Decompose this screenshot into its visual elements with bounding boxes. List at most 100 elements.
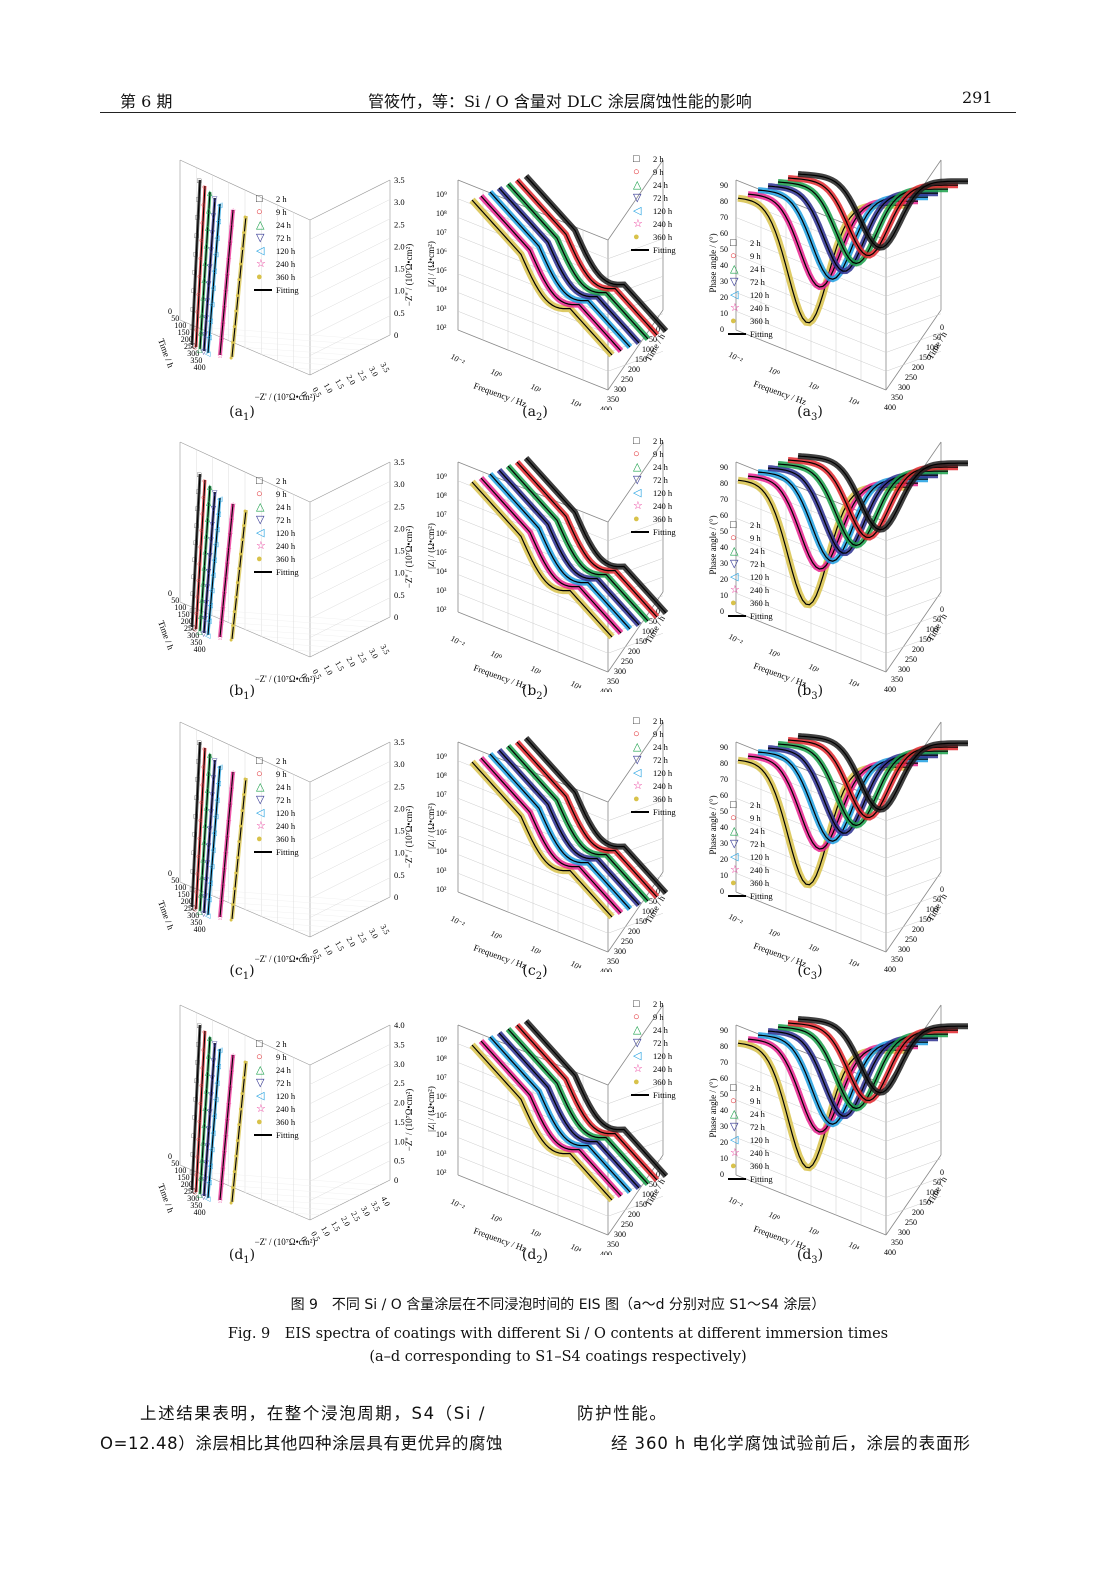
svg-text:☆: ☆ bbox=[223, 1133, 229, 1141]
tick-label: 0 bbox=[168, 869, 172, 878]
tick-label: 10⁸ bbox=[436, 209, 447, 218]
axis-label: Frequency / Hz bbox=[752, 378, 808, 406]
legend-marker: ◁ bbox=[730, 1134, 739, 1146]
legend-label: 120 h bbox=[653, 1051, 673, 1061]
body-right-line2: 经 360 h 电化学腐蚀试验前后，涂层的表面形 bbox=[611, 1434, 971, 1453]
svg-text:▽: ▽ bbox=[210, 229, 216, 237]
tick-label: 250 bbox=[621, 937, 633, 946]
svg-text:◁: ◁ bbox=[210, 846, 216, 854]
legend-label: 2 h bbox=[750, 520, 761, 530]
svg-text:▽: ▽ bbox=[208, 246, 214, 254]
svg-text:△: △ bbox=[207, 1034, 213, 1042]
svg-text:○: ○ bbox=[199, 799, 203, 807]
tick-label: 300 bbox=[898, 945, 910, 954]
legend-label: 240 h bbox=[276, 541, 296, 551]
svg-text:●: ● bbox=[237, 1121, 241, 1129]
legend-marker: ○ bbox=[256, 1051, 263, 1063]
tick-label: 2.0 bbox=[394, 241, 405, 251]
tick-label: 350 bbox=[190, 356, 202, 365]
tick-label: 2.0 bbox=[344, 655, 357, 668]
legend-marker: ◁ bbox=[730, 289, 739, 301]
tick-label: 1.0 bbox=[394, 848, 405, 858]
tick-label: 50 bbox=[933, 1178, 941, 1187]
svg-text:▽: ▽ bbox=[208, 536, 214, 544]
tick-label: 1.0 bbox=[394, 568, 405, 578]
svg-text:△: △ bbox=[198, 612, 204, 620]
legend-label: 360 h bbox=[750, 1161, 770, 1171]
tick-label: 3.5 bbox=[369, 1200, 382, 1213]
svg-text:△: △ bbox=[197, 1191, 203, 1199]
svg-text:□: □ bbox=[192, 1132, 197, 1140]
tick-label: 2.0 bbox=[394, 1098, 405, 1108]
tick-label: 300 bbox=[187, 631, 199, 640]
tick-label: 10⁴ bbox=[847, 1240, 861, 1253]
tick-label: 350 bbox=[607, 1240, 619, 1249]
subfigure-label: (a3) bbox=[797, 404, 823, 423]
svg-text:○: ○ bbox=[198, 543, 202, 551]
svg-text:◁: ◁ bbox=[206, 617, 212, 625]
legend-label: 240 h bbox=[653, 501, 673, 511]
tick-label: 100 bbox=[926, 905, 938, 914]
tick-label: 3.0 bbox=[394, 479, 405, 489]
svg-text:□: □ bbox=[197, 177, 202, 185]
svg-text:△: △ bbox=[205, 224, 211, 232]
caption-english-line2: (a–d corresponding to S1–S4 coatings res… bbox=[369, 1349, 747, 1365]
svg-text:○: ○ bbox=[197, 834, 201, 842]
tick-label: 10⁵ bbox=[436, 828, 447, 837]
legend-label: 24 h bbox=[653, 1025, 669, 1035]
svg-text:△: △ bbox=[198, 1174, 204, 1182]
legend-marker: ☆ bbox=[256, 820, 266, 832]
axis-label: Time / h bbox=[156, 899, 176, 931]
svg-text:△: △ bbox=[197, 908, 203, 916]
svg-text:○: ○ bbox=[197, 560, 201, 568]
bode-modulus-plot: 10² 10³ 10⁴ 10⁵ 10⁶ 10⁷ 10⁸ 10⁹ |Z| / (Ω•cm²) 10⁻… bbox=[428, 712, 718, 972]
legend-label: 120 h bbox=[276, 246, 296, 256]
legend-label: 360 h bbox=[276, 834, 296, 844]
tick-label: 10 bbox=[720, 1154, 728, 1163]
tick-label: 10⁻² bbox=[727, 912, 745, 927]
svg-text:▽: ▽ bbox=[210, 1074, 216, 1082]
svg-text:☆: ☆ bbox=[223, 288, 229, 296]
tick-label: 300 bbox=[614, 947, 626, 956]
svg-text:☆: ☆ bbox=[229, 1068, 235, 1076]
svg-text:△: △ bbox=[206, 206, 212, 214]
legend-label: 120 h bbox=[750, 290, 770, 300]
svg-text:□: □ bbox=[189, 342, 194, 350]
svg-text:◁: ◁ bbox=[214, 525, 220, 533]
tick-label: 90 bbox=[720, 1026, 728, 1035]
axis-label: Time / h bbox=[156, 1182, 176, 1214]
legend-label: 120 h bbox=[653, 488, 673, 498]
svg-text:○: ○ bbox=[200, 219, 204, 227]
svg-text:○: ○ bbox=[196, 290, 200, 298]
svg-text:☆: ☆ bbox=[220, 320, 226, 328]
svg-text:▽: ▽ bbox=[206, 280, 212, 288]
tick-label: 10⁻² bbox=[449, 634, 467, 649]
tick-label: 250 bbox=[184, 342, 196, 351]
svg-text:●: ● bbox=[232, 1168, 236, 1176]
tick-label: 1.0 bbox=[394, 1136, 405, 1146]
legend-label: 2 h bbox=[653, 154, 664, 164]
tick-label: 150 bbox=[178, 328, 190, 337]
svg-text:◁: ◁ bbox=[217, 763, 223, 771]
tick-label: 3.5 bbox=[394, 737, 405, 747]
phase-angle-plot: 0 10 20 30 40 50 60 70 80 90 Phase angle / (°) 10⁻²… bbox=[708, 712, 998, 972]
svg-text:◁: ◁ bbox=[216, 1063, 222, 1071]
tick-label: 80 bbox=[720, 479, 728, 488]
svg-text:□: □ bbox=[190, 886, 195, 894]
tick-label: 150 bbox=[919, 635, 931, 644]
legend-marker: ☆ bbox=[633, 780, 643, 792]
legend-marker: ▽ bbox=[633, 192, 642, 204]
svg-text:▽: ▽ bbox=[201, 630, 207, 638]
svg-text:△: △ bbox=[203, 821, 209, 829]
legend-label: 240 h bbox=[750, 303, 770, 313]
svg-text:○: ○ bbox=[198, 255, 202, 263]
axis-label: −Z' / (10⁷Ω•cm²) bbox=[255, 1237, 316, 1247]
svg-text:△: △ bbox=[198, 891, 204, 899]
svg-text:△: △ bbox=[200, 856, 206, 864]
legend-label: 360 h bbox=[653, 232, 673, 242]
tick-label: 10⁵ bbox=[436, 266, 447, 275]
svg-text:☆: ☆ bbox=[224, 560, 230, 568]
legend-marker: ◁ bbox=[256, 807, 265, 819]
tick-label: 200 bbox=[912, 363, 924, 372]
tick-label: 10⁷ bbox=[436, 510, 447, 519]
